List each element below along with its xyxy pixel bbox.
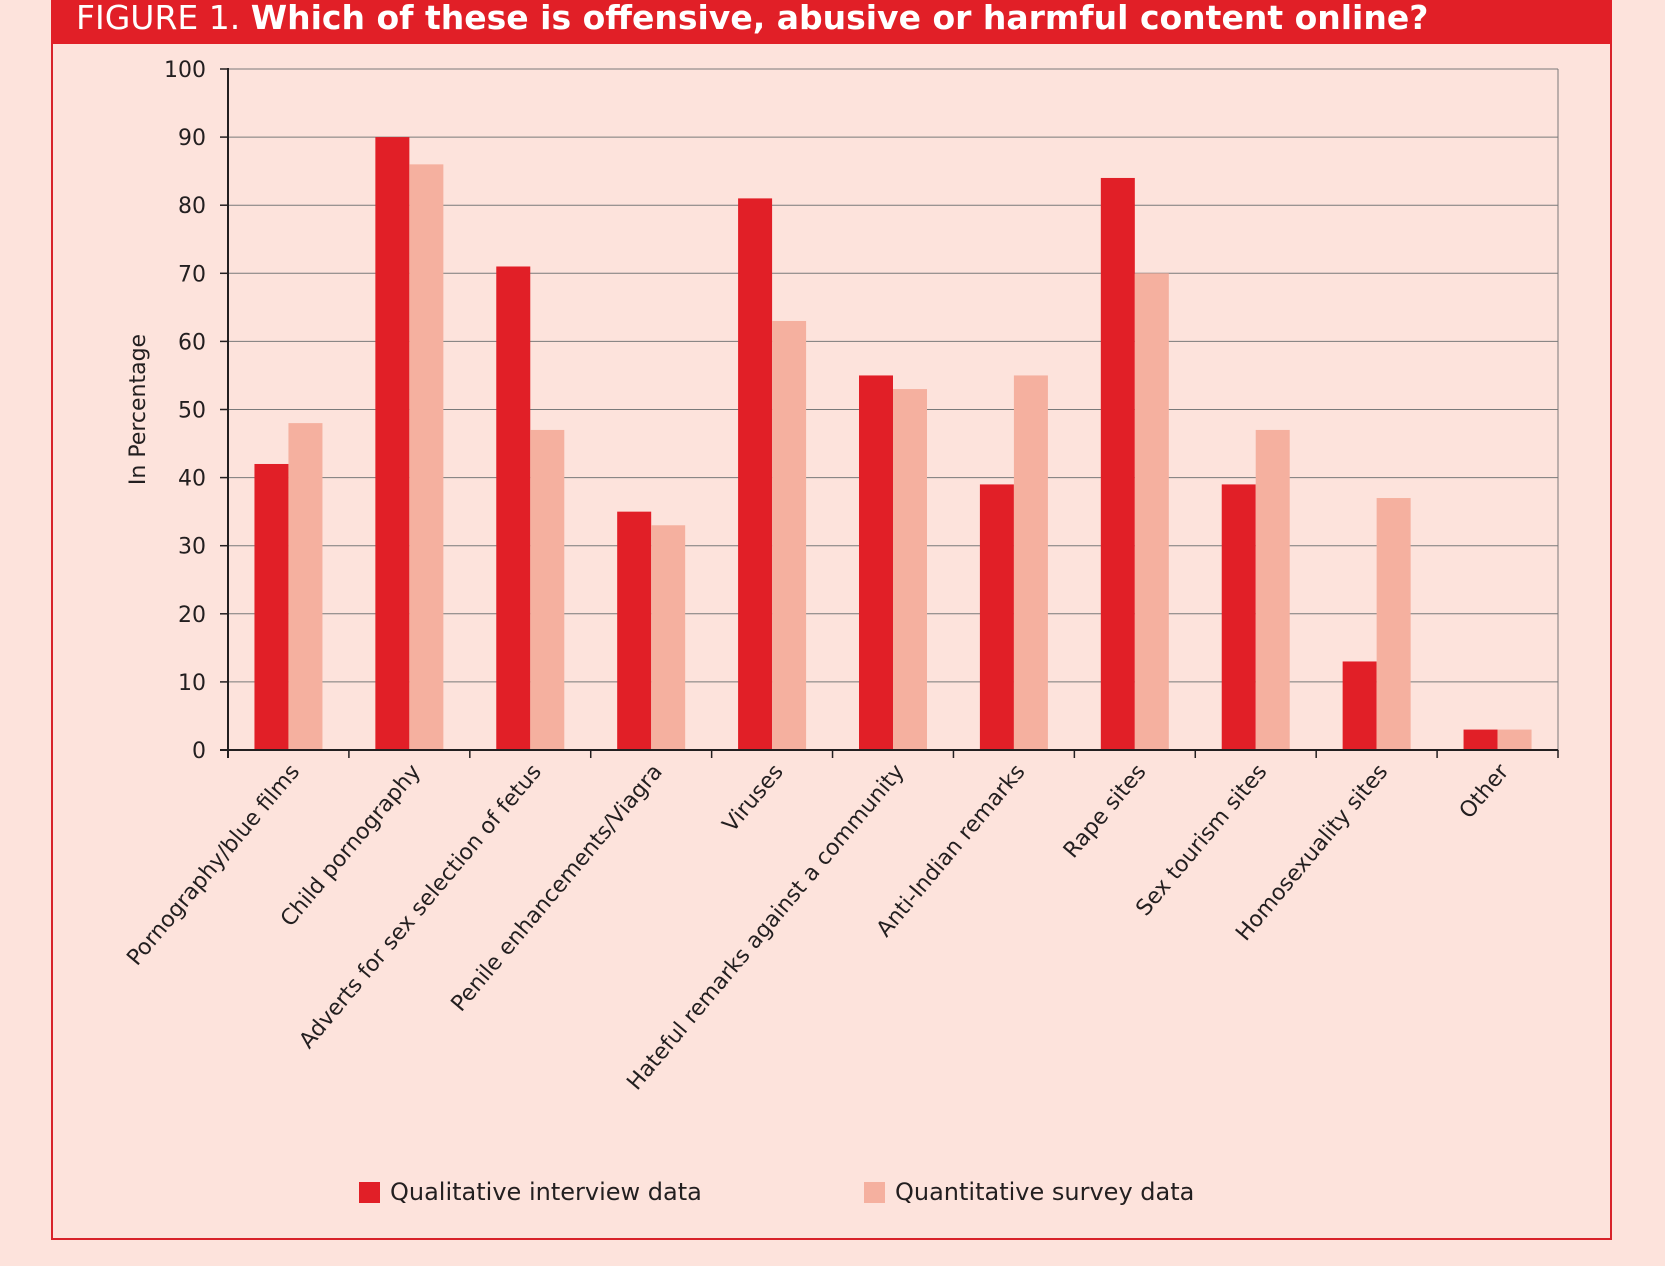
- bar-quantitative: [772, 320, 807, 750]
- y-tick-label: 20: [178, 603, 206, 628]
- figure-title: Which of these is offensive, abusive or …: [250, 0, 1429, 37]
- x-tick-label: Penile enhancements/Viagra: [447, 760, 668, 1017]
- bar-qualitative: [1463, 729, 1498, 750]
- y-tick-label: 30: [178, 535, 206, 560]
- bar-quantitative: [651, 525, 686, 750]
- bar-qualitative: [738, 198, 773, 750]
- bar-quantitative: [1013, 375, 1048, 750]
- bar-qualitative: [979, 484, 1014, 750]
- y-tick-label: 100: [164, 58, 206, 83]
- legend-item-qualitative: Qualitative interview data: [359, 1177, 702, 1207]
- bar-quantitative: [288, 423, 323, 750]
- bar-quantitative: [1134, 273, 1169, 750]
- x-tick-label: Adverts for sex selection of fetus: [295, 760, 547, 1054]
- bar-quantitative: [893, 389, 927, 750]
- bar-quantitative: [530, 429, 565, 750]
- y-tick-label: 50: [178, 399, 206, 424]
- figure-label: FIGURE 1.: [76, 0, 241, 37]
- bar-qualitative: [254, 463, 289, 750]
- legend-swatch-qualitative: [359, 1181, 380, 1203]
- x-tick-label: Child pornography: [276, 760, 426, 932]
- x-tick-label: Pornography/blue films: [122, 760, 305, 971]
- bar-qualitative: [375, 137, 410, 751]
- y-tick-label: 10: [178, 671, 206, 696]
- bar-qualitative: [617, 511, 652, 750]
- x-tick-label: Other: [1455, 759, 1515, 824]
- bar-qualitative: [496, 266, 531, 750]
- bar-qualitative: [1342, 661, 1377, 750]
- x-tick-label: Rape sites: [1059, 760, 1151, 863]
- y-tick-label: 60: [178, 330, 206, 355]
- y-tick-label: 70: [178, 262, 206, 287]
- bar-qualitative: [859, 375, 893, 750]
- bar-qualitative: [1221, 484, 1256, 750]
- x-tick-label: Hateful remarks against a community: [623, 760, 910, 1095]
- bar-quantitative: [1497, 729, 1532, 750]
- legend-label-quantitative: Quantitative survey data: [895, 1178, 1195, 1206]
- legend-swatch-quantitative: [864, 1181, 885, 1203]
- x-tick-label: Viruses: [718, 760, 789, 837]
- bar-quantitative: [1376, 498, 1411, 750]
- y-tick-label: 80: [178, 194, 206, 219]
- figure-frame: [51, 0, 1612, 1240]
- legend-label-qualitative: Qualitative interview data: [390, 1178, 702, 1206]
- y-tick-label: 90: [178, 126, 206, 151]
- y-tick-label: 0: [192, 739, 206, 764]
- bar-qualitative: [1100, 177, 1135, 750]
- legend-item-quantitative: Quantitative survey data: [864, 1177, 1194, 1207]
- bar-quantitative: [1255, 429, 1290, 750]
- bar-quantitative: [409, 164, 444, 751]
- y-tick-label: 40: [178, 467, 206, 492]
- y-axis-title: In Percentage: [126, 334, 151, 485]
- figure-title-bar: FIGURE 1. Which of these is offensive, a…: [51, 0, 1612, 44]
- x-tick-label: Sex tourism sites: [1131, 760, 1272, 921]
